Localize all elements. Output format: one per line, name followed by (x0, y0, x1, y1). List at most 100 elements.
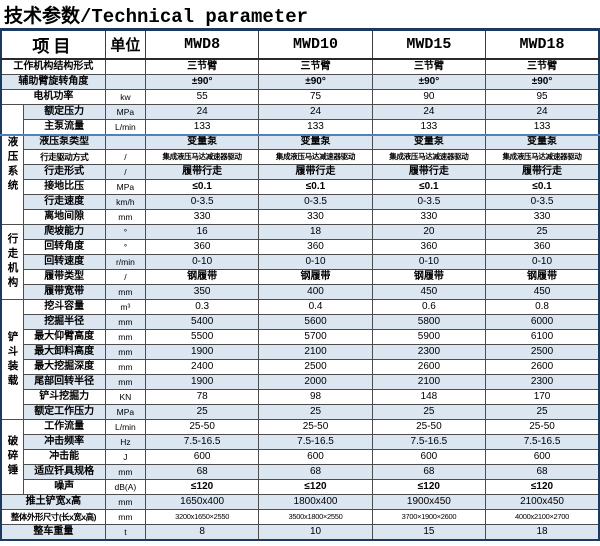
value-cell: 集成液压马达减速器驱动 (371, 149, 487, 165)
value-cell: 2000 (258, 374, 373, 390)
value-cell: 0-10 (485, 254, 600, 270)
value-cell: 18 (485, 524, 600, 541)
value-cell: 450 (485, 284, 600, 300)
value-cell: 68 (144, 464, 260, 480)
value-cell: 0-10 (258, 254, 373, 270)
value-cell: 25 (371, 404, 487, 420)
table-row: 铲斗装载 挖斗容量 m³ 0.3 0.4 0.6 0.8 (0, 299, 600, 420)
value-cell: 1900 (144, 344, 260, 360)
group-label: 液压系统 (6, 135, 19, 194)
value-cell: ≤120 (485, 479, 600, 495)
unit-cell: mm (104, 209, 146, 225)
value-cell: 25-50 (371, 419, 487, 435)
value-cell: 330 (144, 209, 260, 225)
table-row: 最大仰臂高度 mm 5500 5700 5900 6100 (1, 329, 600, 345)
value-cell: 5400 (144, 314, 260, 330)
value-cell: 133 (371, 119, 487, 135)
value-cell: 变量泵 (144, 134, 260, 150)
table-row: 回转速度 r/min 0-10 0-10 0-10 0-10 (1, 254, 600, 270)
table-row: 整车重量 t 8 10 15 18 (0, 524, 600, 541)
value-cell: 履带行走 (371, 164, 487, 180)
row-label: 适应钎具规格 (22, 464, 106, 480)
unit-cell: m³ (104, 299, 146, 315)
group-cell: 破碎锤 (0, 419, 24, 495)
unit-cell: mm (104, 359, 146, 375)
col-header-unit: 单位 (104, 28, 146, 60)
value-cell: 5500 (144, 329, 260, 345)
value-cell: 0-3.5 (371, 194, 487, 210)
unit-cell: mm (104, 344, 146, 360)
row-label: 行走驱动方式 (22, 149, 106, 165)
row-label: 工作机构结构形式 (0, 58, 106, 75)
value-cell: 330 (258, 209, 373, 225)
table-row: 冲击频率 Hz 7.5-16.5 7.5-16.5 7.5-16.5 7.5-16.5 (1, 434, 600, 450)
parameter-table-body: 工作机构结构形式 三节臂 三节臂 三节臂 三节臂 辅助臂旋转角度 ±90° ±90° ±90° ±… (0, 58, 600, 541)
value-cell: 25 (485, 224, 600, 240)
value-cell: 2300 (371, 344, 487, 360)
row-label: 冲击频率 (22, 434, 106, 450)
row-label: 电机功率 (0, 89, 106, 105)
value-cell: 变量泵 (371, 134, 487, 150)
table-row: 履带宽带 mm 350 400 450 450 (1, 284, 600, 300)
value-cell: 400 (258, 284, 373, 300)
table-row: 液压泵类型 变量泵 变量泵 变量泵 变量泵 (1, 134, 600, 150)
row-label: 工作流量 (22, 419, 106, 435)
row-label: 回转速度 (22, 254, 106, 270)
value-cell: 钢履带 (144, 269, 260, 285)
row-label: 噪声 (22, 479, 106, 495)
value-cell: 5700 (258, 329, 373, 345)
value-cell: 履带行走 (144, 164, 260, 180)
table-row: 适应钎具规格 mm 68 68 68 68 (1, 464, 600, 480)
value-cell: 集成液压马达减速器驱动 (485, 149, 600, 165)
table-row: 履带类型 / 钢履带 钢履带 钢履带 钢履带 (1, 269, 600, 285)
value-cell: 三节臂 (258, 58, 373, 75)
value-cell: 133 (144, 119, 260, 135)
value-cell: 0.3 (144, 299, 260, 315)
value-cell: ≤0.1 (371, 179, 487, 195)
value-cell: 68 (485, 464, 600, 480)
unit-cell: mm (104, 374, 146, 390)
row-label: 铲斗挖掘力 (22, 389, 106, 405)
value-cell: 330 (485, 209, 600, 225)
row-label: 行走形式 (22, 164, 106, 180)
row-label: 最大挖掘深度 (22, 359, 106, 375)
group-cell: 行走机构 (0, 224, 24, 300)
value-cell: 55 (144, 89, 260, 105)
value-cell: 集成液压马达减速器驱动 (144, 149, 260, 165)
value-cell: 20 (371, 224, 487, 240)
unit-cell: MPa (104, 179, 146, 195)
value-cell: 25 (144, 404, 260, 420)
unit-cell: Hz (104, 434, 146, 450)
row-label: 回转角度 (22, 239, 106, 255)
value-cell: 24 (485, 104, 600, 120)
value-cell: 7.5-16.5 (485, 434, 600, 450)
row-label: 履带类型 (22, 269, 106, 285)
value-cell: 360 (485, 239, 600, 255)
table-row: 整体外形尺寸(长x宽x高) mm 3200x1650×2550 3500x1800×2… (0, 509, 600, 525)
table-row: 行走形式 / 履带行走 履带行走 履带行走 履带行走 (1, 164, 600, 180)
unit-cell: mm (104, 464, 146, 480)
value-cell: 钢履带 (258, 269, 373, 285)
table-row: 推土铲宽x高 mm 1650x400 1800x400 1900x450 2100x450 (0, 494, 600, 510)
unit-cell: r/min (104, 254, 146, 270)
col-header-model-mwd18: MWD18 (485, 28, 600, 60)
row-label: 整体外形尺寸(长x宽x高) (0, 509, 106, 525)
value-cell: ≤120 (258, 479, 373, 495)
value-cell: 600 (485, 449, 600, 465)
value-cell: 5800 (371, 314, 487, 330)
value-cell: 变量泵 (485, 134, 600, 150)
value-cell: 360 (371, 239, 487, 255)
table-row: 接地比压 MPa ≤0.1 ≤0.1 ≤0.1 ≤0.1 (1, 179, 600, 195)
unit-cell: L/min (104, 419, 146, 435)
col-header-model-mwd8: MWD8 (144, 28, 260, 60)
value-cell: 0-10 (144, 254, 260, 270)
value-cell: ≤120 (144, 479, 260, 495)
value-cell: 2400 (144, 359, 260, 375)
value-cell: 360 (144, 239, 260, 255)
table-row: 行走速度 km/h 0-3.5 0-3.5 0-3.5 0-3.5 (1, 194, 600, 210)
value-cell: 1650x400 (144, 494, 260, 510)
value-cell: 360 (258, 239, 373, 255)
value-cell: 变量泵 (258, 134, 373, 150)
row-label: 接地比压 (22, 179, 106, 195)
